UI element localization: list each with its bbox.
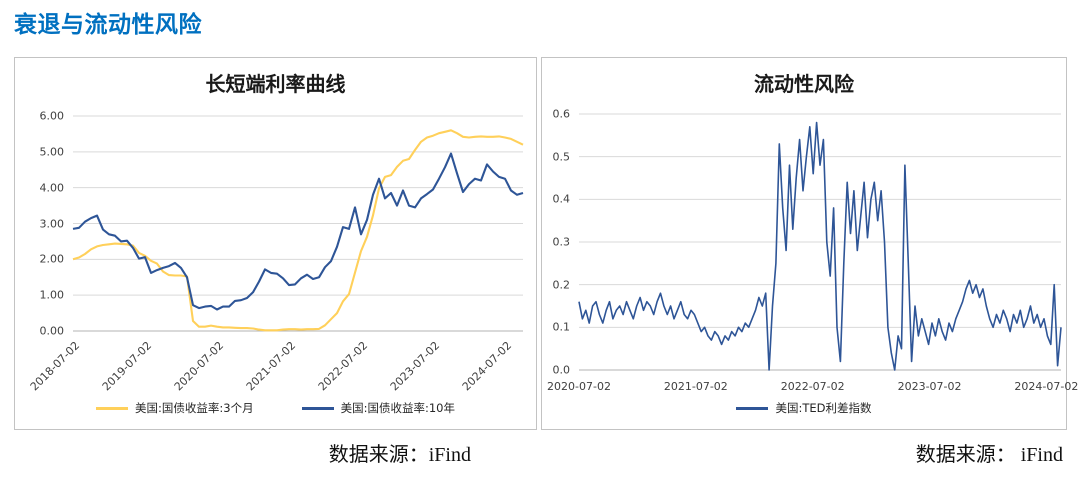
legend-line-swatch (736, 406, 769, 410)
x-axis-tick-label: 2022-07-02 (780, 380, 845, 393)
y-axis-tick-label: 6.00 (39, 109, 65, 123)
chart-plot-area (72, 115, 524, 332)
liquidity-risk-legend: 美国:TED利差指数 (542, 400, 1066, 416)
x-axis-tick-label: 2021-07-02 (663, 380, 728, 393)
y-axis-tick-label: 4.00 (39, 181, 65, 195)
y-axis-tick-label: 5.00 (39, 145, 65, 159)
y-axis-tick-label: 0.0 (552, 363, 571, 377)
y-axis-tick-label: 0.1 (552, 320, 571, 334)
y-axis-tick-label: 0.5 (552, 150, 571, 164)
y-axis-tick-label: 0.4 (552, 192, 571, 206)
y-axis-tick-label: 2.00 (39, 252, 65, 266)
liquidity-risk-chart-panel: 流动性风险 美国:TED利差指数 0.6 0.5 0.4 0.3 0.2 0.1 0.0 20… (541, 57, 1078, 430)
legend-item: 美国:TED利差指数 (736, 400, 872, 416)
chart-plot-area (578, 113, 1062, 371)
x-axis-tick-label: 2024-07-02 (1014, 380, 1079, 393)
y-axis-tick-label: 1.00 (39, 288, 65, 302)
y-axis-tick-label: 0.6 (552, 107, 571, 121)
legend-item: 美国:国债收益率:10年 (301, 400, 455, 416)
rate-curve-legend: 美国:国债收益率:3个月 美国:国债收益率:10年 (15, 400, 536, 416)
chart-title-liquidity-risk: 流动性风险 (754, 72, 854, 96)
legend-line-swatch (301, 406, 334, 410)
legend-line-swatch (96, 406, 129, 410)
data-source-right: 数据来源： iFind (915, 444, 1063, 466)
legend-label: 美国:国债收益率:10年 (340, 401, 455, 415)
series-line (578, 121, 1062, 371)
x-axis-tick-label: 2020-07-02 (547, 380, 611, 393)
y-axis-tick-label: 0.3 (552, 235, 571, 249)
legend-item: 美国:国债收益率:3个月 (96, 400, 254, 416)
data-source-left: 数据来源：iFind (328, 444, 471, 466)
x-axis-tick-label: 2018-07-02 (27, 339, 83, 394)
rate-curve-chart-panel: 长短端利率曲线 美国:国债收益率:3个月 美国:国债收益率:10年 6.00 5.0… (14, 57, 537, 430)
series-line (72, 129, 524, 332)
series-line (72, 152, 524, 311)
y-axis-tick-label: 0.00 (39, 324, 65, 338)
legend-label: 美国:国债收益率:3个月 (135, 401, 254, 415)
chart-title-rate-curve: 长短端利率曲线 (205, 72, 346, 96)
legend-label: 美国:TED利差指数 (775, 401, 872, 415)
y-axis-tick-label: 3.00 (39, 217, 65, 230)
x-axis-tick-label: 2023-07-02 (897, 380, 962, 393)
y-axis-tick-label: 0.2 (552, 278, 571, 292)
page-title: 衰退与流动性风险 (14, 12, 202, 38)
